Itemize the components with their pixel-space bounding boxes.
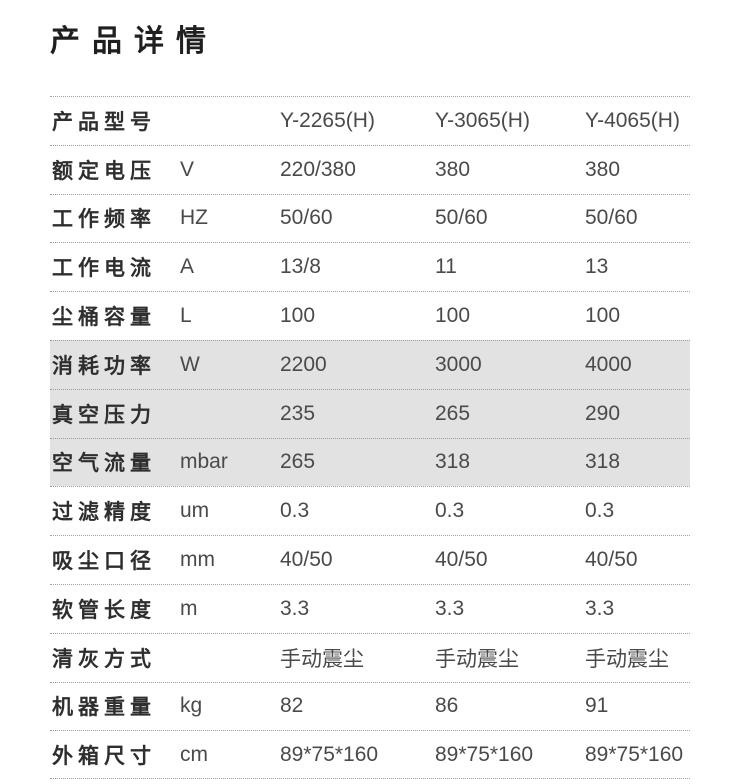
spec-label: 真空压力 [52,403,156,427]
spec-unit: um [180,499,210,523]
spec-label: 过滤精度 [52,501,156,525]
spec-value: 318 [435,450,471,474]
spec-value: 89*75*160 [435,742,534,766]
spec-label: 产品型号 [52,110,156,134]
spec-value: 13 [585,255,609,279]
spec-value: 0.3 [585,499,615,523]
spec-value: 2200 [280,352,327,376]
spec-value: 40/50 [585,548,638,572]
spec-value: 380 [435,157,471,181]
spec-label: 工作电流 [52,257,156,281]
table-row-bucket-capacity: 尘桶容量 L 100 100 100 [50,291,690,340]
spec-value: 380 [585,157,621,181]
table-row-hose-length: 软管长度 m 3.3 3.3 3.3 [50,583,690,633]
spec-label: 额定电压 [52,159,156,183]
table-row-dust-cleaning: 清灰方式 手动震尘 手动震尘 手动震尘 [50,632,690,682]
spec-value: 40/50 [280,548,333,572]
spec-unit: mm [180,548,215,572]
spec-unit: mbar [180,450,228,474]
spec-label: 空气流量 [52,452,156,476]
spec-unit: HZ [180,206,208,230]
spec-value: 89*75*160 [585,742,684,766]
spec-unit: cm [180,742,208,766]
spec-value-model-2: Y-3065(H) [435,108,530,132]
spec-value: 50/60 [585,206,638,230]
product-spec-table: 产品型号 Y-2265(H) Y-3065(H) Y-4065(H) 额定电压 … [50,96,690,780]
table-row-current: 工作电流 A 13/8 11 13 [50,242,690,291]
table-row-airflow: 空气流量 mbar 265 318 318 [50,437,690,487]
spec-label: 尘桶容量 [52,306,156,330]
spec-label: 吸尘口径 [52,550,156,574]
spec-value: 100 [280,304,316,328]
spec-value: 4000 [585,352,632,376]
spec-value: 50/60 [280,206,333,230]
spec-label: 工作频率 [52,208,156,232]
spec-unit: L [180,304,192,328]
table-row-weight: 机器重量 kg 82 86 91 [50,681,690,731]
spec-unit: kg [180,694,203,718]
spec-value-model-3: Y-4065(H) [585,108,680,132]
spec-value: 40/50 [435,548,488,572]
spec-value: 265 [280,450,316,474]
spec-unit: V [180,157,195,181]
spec-value: 100 [435,304,471,328]
spec-value: 50/60 [435,206,488,230]
spec-value: 91 [585,694,609,718]
table-row-vacuum-pressure: 真空压力 235 265 290 [50,388,690,438]
spec-label: 外箱尺寸 [52,744,156,768]
table-row-voltage: 额定电压 V 220/380 380 380 [50,144,690,194]
spec-label: 软管长度 [52,598,156,622]
spec-value: 290 [585,401,621,425]
spec-value: 手动震尘 [585,647,669,671]
table-row-inlet-diameter: 吸尘口径 mm 40/50 40/50 40/50 [50,535,690,584]
spec-value: 235 [280,401,316,425]
table-row-model: 产品型号 Y-2265(H) Y-3065(H) Y-4065(H) [50,96,690,145]
spec-value: 3.3 [435,596,465,620]
table-row-frequency: 工作频率 HZ 50/60 50/60 50/60 [50,193,690,243]
spec-value: 手动震尘 [435,647,519,671]
spec-value: 265 [435,401,471,425]
table-row-filtration: 过滤精度 um 0.3 0.3 0.3 [50,486,690,535]
spec-value: 89*75*160 [280,742,379,766]
spec-value: 318 [585,450,621,474]
table-row-box-size: 外箱尺寸 cm 89*75*160 89*75*160 89*75*160 [50,730,690,780]
spec-value: 3.3 [280,596,310,620]
page-title: 产品详情 [50,25,218,58]
spec-value: 220/380 [280,157,356,181]
spec-value: 0.3 [435,499,465,523]
spec-label: 消耗功率 [52,354,156,378]
spec-value-model-1: Y-2265(H) [280,108,375,132]
spec-value: 3.3 [585,596,615,620]
spec-value: 100 [585,304,621,328]
spec-label: 清灰方式 [52,647,156,671]
spec-label: 机器重量 [52,696,156,720]
spec-value: 11 [435,255,457,279]
spec-unit: W [180,352,200,376]
spec-value: 13/8 [280,255,321,279]
spec-value: 3000 [435,352,482,376]
table-row-power: 消耗功率 W 2200 3000 4000 [50,339,690,389]
spec-unit: m [180,596,198,620]
spec-value: 0.3 [280,499,310,523]
spec-value: 86 [435,694,459,718]
spec-unit: A [180,255,195,279]
spec-value: 手动震尘 [280,647,364,671]
spec-value: 82 [280,694,304,718]
